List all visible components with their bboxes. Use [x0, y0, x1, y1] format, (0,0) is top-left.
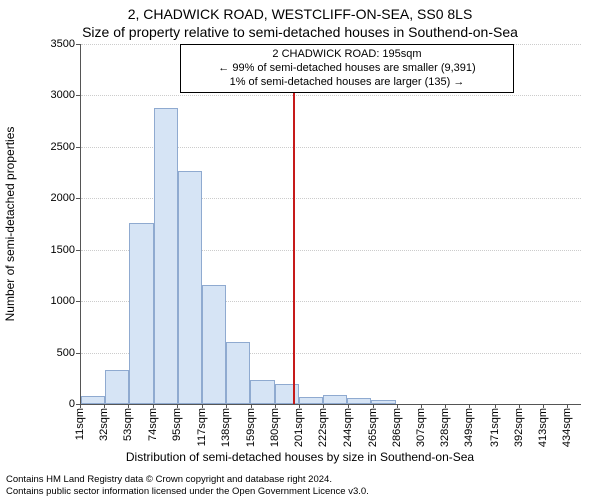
y-tick-label: 500 [25, 347, 75, 359]
histogram-bar [275, 384, 299, 404]
x-tick-label: 307sqm [415, 408, 427, 447]
x-tick-label: 265sqm [367, 408, 379, 447]
histogram-bar [105, 370, 129, 404]
title-address: 2, CHADWICK ROAD, WESTCLIFF-ON-SEA, SS0 … [0, 6, 600, 22]
x-tick-label: 349sqm [463, 408, 475, 447]
histogram-bar [129, 223, 153, 404]
y-tick-label: 3000 [25, 89, 75, 101]
x-tick-label: 138sqm [220, 408, 232, 447]
histogram-bar [226, 342, 250, 404]
x-tick-label: 328sqm [439, 408, 451, 447]
x-tick-label: 74sqm [147, 408, 159, 441]
y-tick-label: 2000 [25, 192, 75, 204]
x-tick-label: 32sqm [98, 408, 110, 441]
attribution-line-2: Contains public sector information licen… [6, 486, 594, 497]
x-tick-label: 117sqm [196, 408, 208, 446]
histogram-bar [250, 380, 274, 404]
x-tick-label: 159sqm [245, 408, 257, 447]
attribution-text: Contains HM Land Registry data © Crown c… [6, 474, 594, 497]
x-tick-label: 244sqm [342, 408, 354, 447]
histogram-bar [299, 397, 323, 404]
y-tick-label: 1500 [25, 244, 75, 256]
y-tick-label: 1000 [25, 295, 75, 307]
legend-line-2: ← 99% of semi-detached houses are smalle… [187, 62, 507, 76]
histogram-bar [154, 108, 178, 404]
marker-line [293, 44, 295, 404]
histogram-bar [323, 395, 347, 404]
x-tick-label: 95sqm [171, 408, 183, 441]
x-tick-label: 392sqm [513, 408, 525, 447]
legend-line-3: 1% of semi-detached houses are larger (1… [187, 76, 507, 90]
y-tick-label: 2500 [25, 141, 75, 153]
histogram-bar [178, 171, 202, 404]
x-tick-label: 371sqm [489, 408, 501, 447]
x-tick-label: 53sqm [122, 408, 134, 441]
x-tick-label: 201sqm [293, 408, 305, 447]
histogram-bar [347, 398, 371, 404]
x-tick-label: 222sqm [317, 408, 329, 447]
x-tick-label: 11sqm [74, 408, 86, 440]
chart-container: 2, CHADWICK ROAD, WESTCLIFF-ON-SEA, SS0 … [0, 0, 600, 500]
x-axis-label: Distribution of semi-detached houses by … [0, 450, 600, 464]
histogram-bar [202, 285, 226, 404]
plot-area [80, 44, 581, 405]
x-tick-label: 413sqm [537, 408, 549, 447]
x-tick-label: 434sqm [561, 408, 573, 447]
y-tick-label: 3500 [25, 38, 75, 50]
legend-box: 2 CHADWICK ROAD: 195sqm ← 99% of semi-de… [180, 44, 514, 93]
gridline [81, 95, 581, 96]
legend-line-1: 2 CHADWICK ROAD: 195sqm [187, 48, 507, 62]
y-tick-label: 0 [25, 398, 75, 410]
x-tick-label: 180sqm [269, 408, 281, 447]
histogram-bar [81, 396, 105, 404]
attribution-line-1: Contains HM Land Registry data © Crown c… [6, 474, 594, 485]
title-subtitle: Size of property relative to semi-detach… [0, 24, 600, 40]
x-tick-label: 286sqm [391, 408, 403, 447]
histogram-bar [371, 400, 395, 404]
